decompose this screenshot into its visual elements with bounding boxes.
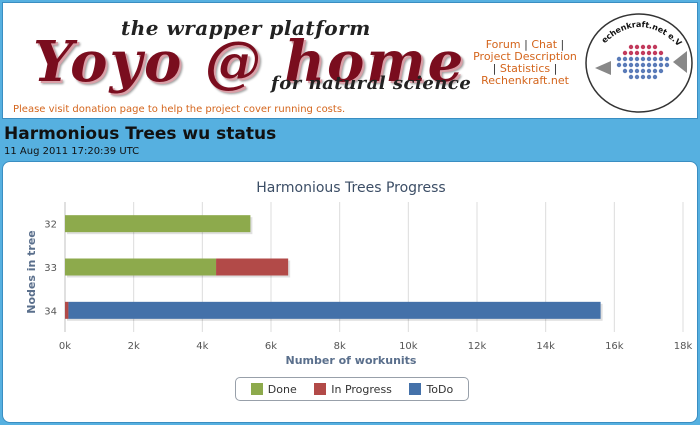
bar-todo[interactable] — [68, 301, 601, 319]
x-tick-label: 12k — [468, 341, 487, 352]
legend-item-todo[interactable]: ToDo — [409, 383, 453, 396]
fish-logo-icon[interactable]: Rechenkraft.net e.V. — [583, 11, 695, 115]
logo-tagline: the wrapper platform — [121, 16, 371, 40]
link-statistics[interactable]: Statistics — [499, 62, 551, 75]
chart-panel: Harmonious Trees Progress Number of work… — [2, 161, 698, 423]
x-tick-label: 14k — [536, 341, 555, 352]
bar-in-progress[interactable] — [65, 301, 69, 319]
donation-notice[interactable]: Please visit donation page to help the p… — [13, 104, 346, 115]
x-tick-labels: 0k 2k 4k 6k 8k 10k 12k 14k 16k 18k — [59, 341, 693, 352]
logo-subtitle: for natural science — [271, 73, 472, 94]
chart-title: Harmonious Trees Progress — [256, 180, 445, 196]
x-tick-label: 18k — [674, 341, 693, 352]
header-links: Forum | Chat | Project Description | Sta… — [473, 38, 577, 87]
link-chat[interactable]: Chat — [531, 38, 558, 51]
link-forum[interactable]: Forum — [485, 38, 521, 51]
bar-in-progress[interactable] — [216, 258, 289, 276]
svg-text:Rechenkraft.net e.V.: Rechenkraft.net e.V. — [583, 11, 684, 48]
x-axis-title: Number of workunits — [286, 354, 417, 367]
legend-label-done: Done — [267, 382, 297, 396]
x-tick-label: 10k — [399, 341, 418, 352]
chart-legend: Done In Progress ToDo — [235, 377, 469, 401]
x-tick-label: 8k — [334, 341, 346, 352]
legend-item-done[interactable]: Done — [250, 382, 297, 396]
header-banner: the wrapper platform Yoyo @ home for nat… — [2, 2, 698, 119]
progress-chart: Harmonious Trees Progress Number of work… — [25, 180, 693, 367]
status-timestamp: 11 Aug 2011 17:20:39 UTC — [4, 146, 140, 157]
page-title: Harmonious Trees wu status — [4, 124, 277, 144]
bar-done[interactable] — [65, 215, 251, 233]
y-axis-title: Nodes in tree — [25, 230, 38, 314]
legend-swatch-todo — [409, 383, 422, 395]
badge-name: Rechenkraft.net e.V. — [583, 11, 684, 48]
chart-bars — [65, 215, 603, 321]
x-tick-label: 6k — [265, 341, 277, 352]
x-tick-label: 16k — [605, 341, 624, 352]
x-tick-label: 2k — [128, 341, 140, 352]
legend-label-todo: ToDo — [426, 382, 454, 396]
y-category-label: 34 — [44, 306, 57, 317]
legend-swatch-in-progress — [314, 383, 327, 395]
link-rechenkraft[interactable]: Rechenkraft.net — [481, 74, 569, 87]
link-project-description[interactable]: Project Description — [473, 50, 577, 63]
x-tick-label: 4k — [196, 341, 208, 352]
y-category-label: 32 — [44, 220, 57, 231]
y-category-labels: 32 33 34 — [44, 220, 57, 318]
bar-done[interactable] — [65, 258, 217, 276]
legend-label-in-progress: In Progress — [331, 382, 392, 396]
legend-item-in-progress[interactable]: In Progress — [314, 383, 392, 396]
x-tick-label: 0k — [59, 341, 71, 352]
logo-title[interactable]: Yoyo @ home — [33, 29, 466, 95]
legend-swatch-done — [250, 383, 263, 395]
y-category-label: 33 — [44, 263, 57, 274]
